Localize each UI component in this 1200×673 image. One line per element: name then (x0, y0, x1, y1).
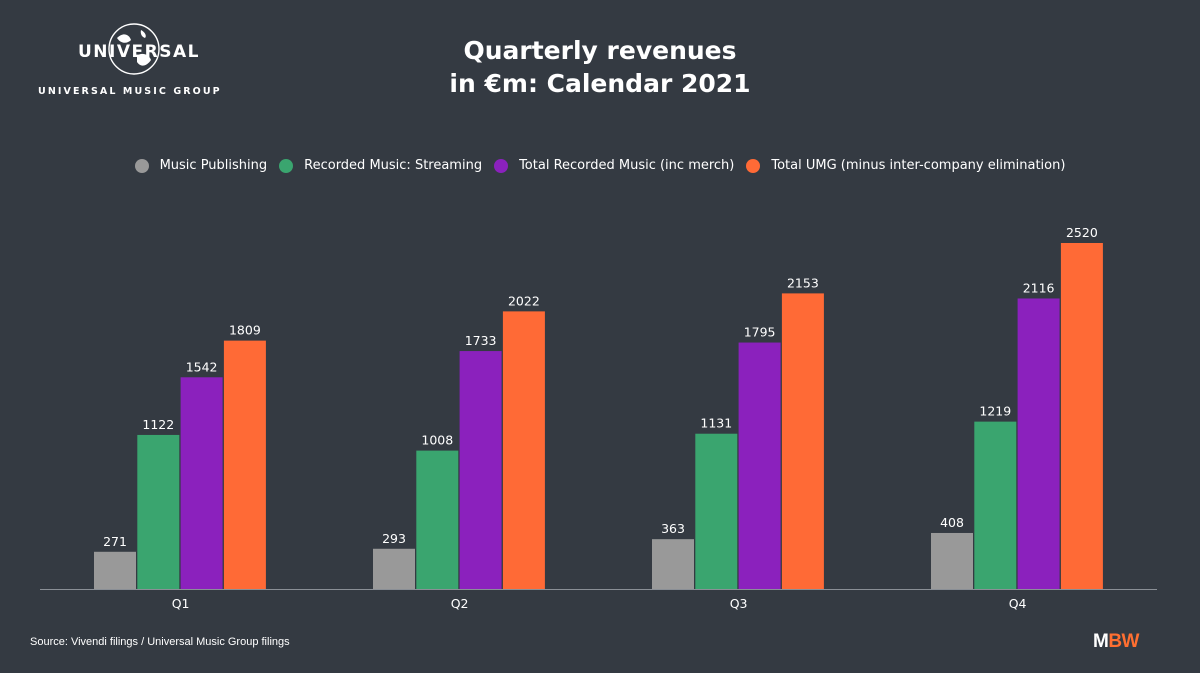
x-tick-label: Q4 (1009, 596, 1027, 611)
legend-item-recorded-music-streaming: Recorded Music: Streaming (279, 158, 482, 173)
bar (223, 340, 266, 589)
bar (416, 450, 459, 589)
data-label: 1219 (979, 404, 1011, 419)
data-label: 1122 (142, 417, 174, 432)
x-tick-label: Q1 (172, 596, 190, 611)
mbw-logo: MBW (1093, 631, 1139, 653)
data-label: 2153 (787, 275, 819, 290)
globe-icon (108, 23, 160, 75)
data-label: 1809 (229, 323, 261, 338)
legend-swatch (494, 158, 509, 173)
data-label: 1131 (700, 416, 732, 431)
data-label: 1542 (186, 359, 218, 374)
legend-swatch (134, 158, 149, 173)
legend-label: Total UMG (minus inter-company eliminati… (771, 158, 1066, 173)
logo-wordmark: UNIVERSAL (78, 42, 200, 62)
chart-legend: Music Publishing Recorded Music: Streami… (0, 158, 1200, 173)
bar (94, 551, 136, 589)
legend-label: Recorded Music: Streaming (304, 158, 483, 173)
data-label: 2116 (1023, 280, 1055, 295)
x-tick-label: Q2 (451, 596, 469, 611)
legend-label: Total Recorded Music (inc merch) (519, 158, 735, 173)
mbw-logo-bw: BW (1108, 631, 1139, 652)
bar (1017, 298, 1060, 589)
data-label: 363 (661, 521, 685, 536)
mbw-logo-m: M (1093, 631, 1109, 652)
chart-title-line-2: in €m: Calendar 2021 (449, 69, 751, 98)
bar (373, 548, 415, 589)
bar (459, 351, 502, 589)
bar (781, 293, 824, 589)
bar (652, 539, 694, 589)
data-label: 1008 (421, 433, 453, 448)
bar (974, 421, 1017, 589)
legend-item-total-umg: Total UMG (minus inter-company eliminati… (746, 158, 1065, 173)
universal-music-group-logo: UNIVERSAL UNIVERSAL MUSIC GROUP (38, 22, 233, 102)
legend-swatch (746, 158, 761, 173)
data-label: 1795 (744, 325, 776, 340)
bar (738, 342, 781, 589)
legend-item-total-recorded-music: Total Recorded Music (inc merch) (494, 158, 734, 173)
data-label: 408 (940, 515, 964, 530)
bar (1060, 243, 1103, 589)
legend-item-music-publishing: Music Publishing (134, 158, 268, 173)
bar (695, 433, 738, 589)
bar (137, 434, 180, 589)
data-label: 293 (382, 531, 406, 546)
bar (931, 532, 973, 589)
data-label: 2520 (1066, 225, 1098, 240)
data-label: 1733 (465, 333, 497, 348)
bar (180, 377, 223, 589)
data-label: 2022 (508, 293, 540, 308)
data-label: 271 (103, 534, 127, 549)
legend-swatch (279, 158, 294, 173)
bar (502, 311, 545, 589)
x-tick-label: Q3 (730, 596, 748, 611)
logo-tagline: UNIVERSAL MUSIC GROUP (38, 86, 222, 97)
chart-title-line-1: Quarterly revenues (463, 36, 737, 65)
source-note: Source: Vivendi filings / Universal Musi… (30, 636, 290, 648)
chart-title: Quarterly revenues in €m: Calendar 2021 (300, 34, 900, 100)
legend-label: Music Publishing (159, 158, 268, 173)
